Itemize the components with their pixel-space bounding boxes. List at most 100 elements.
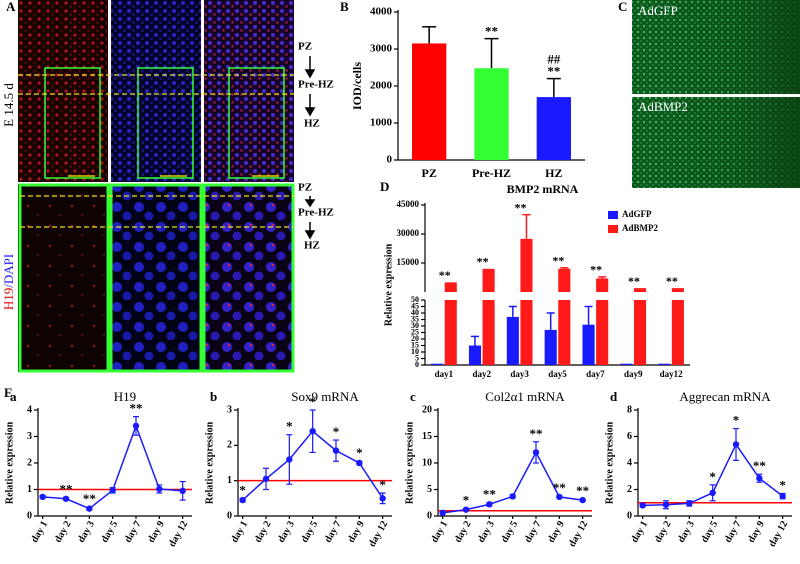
micrograph [18, 0, 108, 182]
stain-dapi: /DAPI [1, 254, 16, 288]
bar [468, 345, 482, 365]
point [639, 502, 646, 509]
zone-label: HZ [304, 118, 320, 130]
zone-label: Pre-HZ [298, 79, 334, 91]
x-tick-label: day 7 [123, 519, 144, 544]
y-tick-label: 45 [411, 301, 419, 310]
y-axis-label: Relative expression [404, 421, 415, 504]
bar [596, 278, 609, 292]
point [509, 493, 516, 500]
significance: ** [514, 200, 526, 214]
y-tick-label: 2000 [370, 80, 393, 92]
arrow-head [304, 107, 316, 117]
stain-h19: H19 [1, 288, 16, 310]
bar [412, 43, 447, 161]
y-tick-label: 0 [387, 154, 393, 166]
bar [520, 238, 533, 292]
bar [520, 300, 533, 365]
zoom-frame [202, 183, 295, 373]
point [556, 493, 563, 501]
y-tick-label: 4000 [370, 6, 393, 18]
y-tick-label: 10 [422, 457, 432, 468]
x-tick-label: day 3 [476, 519, 497, 544]
panel-letter: E [4, 385, 13, 400]
x-tick-label: day 7 [523, 519, 544, 544]
significance: ** [552, 254, 564, 268]
micrograph [204, 0, 294, 182]
x-tick-label: day 3 [76, 519, 97, 544]
chart-title: Col2α1 mRNA [485, 389, 565, 404]
x-tick-label: day12 [660, 369, 684, 379]
point [62, 495, 70, 502]
bar [431, 363, 444, 365]
significance: ** [628, 274, 640, 288]
point [579, 496, 586, 504]
zone-label: HZ [304, 240, 320, 252]
y-tick-label: 0 [627, 510, 632, 521]
significance: ** [485, 24, 498, 39]
point [332, 447, 340, 454]
point [239, 496, 246, 504]
point [262, 475, 270, 483]
legend-label: AdGFP [622, 209, 652, 219]
y-tick-label: 45000 [397, 199, 420, 209]
x-tick-label: day 5 [299, 519, 320, 544]
point [39, 493, 46, 501]
bar [444, 300, 457, 365]
significance: * [356, 445, 363, 460]
roi-box [137, 67, 194, 179]
y-tick-label: 30 [411, 321, 419, 330]
panel-letter: b [210, 389, 217, 404]
x-tick-label: day 5 [499, 519, 520, 544]
panel-letter: d [610, 389, 618, 404]
point [709, 489, 716, 497]
y-tick-label: 1 [27, 484, 32, 495]
significance: * [463, 493, 470, 508]
significance: * [779, 477, 786, 492]
point [732, 441, 740, 448]
y-tick-label: 15 [411, 340, 419, 349]
x-tick-label: day7 [586, 369, 605, 379]
x-tick-label: HZ [545, 166, 562, 180]
x-tick-label: day5 [548, 369, 567, 379]
micrograph [110, 184, 202, 372]
bar [596, 300, 609, 365]
panel-letter: C [618, 0, 627, 14]
x-tick-label: day 12 [567, 519, 591, 549]
significance: ** [530, 426, 543, 441]
bar [633, 300, 647, 365]
x-tick-label: day9 [624, 369, 643, 379]
legend-swatch [608, 211, 618, 219]
point [379, 495, 386, 502]
significance: ** [753, 458, 766, 473]
y-tick-label: 2 [27, 457, 32, 468]
significance: ** [666, 274, 678, 288]
significance: * [309, 394, 316, 409]
x-tick-label: day 12 [367, 519, 391, 549]
stain-label: H19/DAPI [1, 254, 16, 310]
x-tick-label: day 5 [99, 519, 120, 544]
point [756, 475, 763, 482]
significance: * [379, 477, 386, 492]
point [86, 505, 93, 512]
y-tick-label: 20 [411, 334, 419, 343]
significance: ** [576, 483, 589, 498]
y-tick-label: 2 [627, 484, 632, 495]
micrographs [18, 0, 295, 373]
significance: ## [547, 52, 561, 67]
image-label: AdBMP2 [638, 99, 688, 114]
panel-letter: a [10, 389, 17, 404]
bar [633, 288, 647, 292]
point [532, 449, 540, 456]
significance: * [333, 424, 340, 439]
point [356, 459, 363, 467]
significance: ** [439, 268, 451, 282]
significance: ** [483, 487, 496, 502]
zoom-frame [18, 183, 110, 373]
image-label: AdGFP [638, 3, 678, 18]
zone-label: PZ [298, 41, 312, 53]
y-tick-label: 15 [422, 431, 432, 442]
y-tick-label: 5 [415, 353, 419, 362]
panel-letter: B [340, 0, 349, 14]
